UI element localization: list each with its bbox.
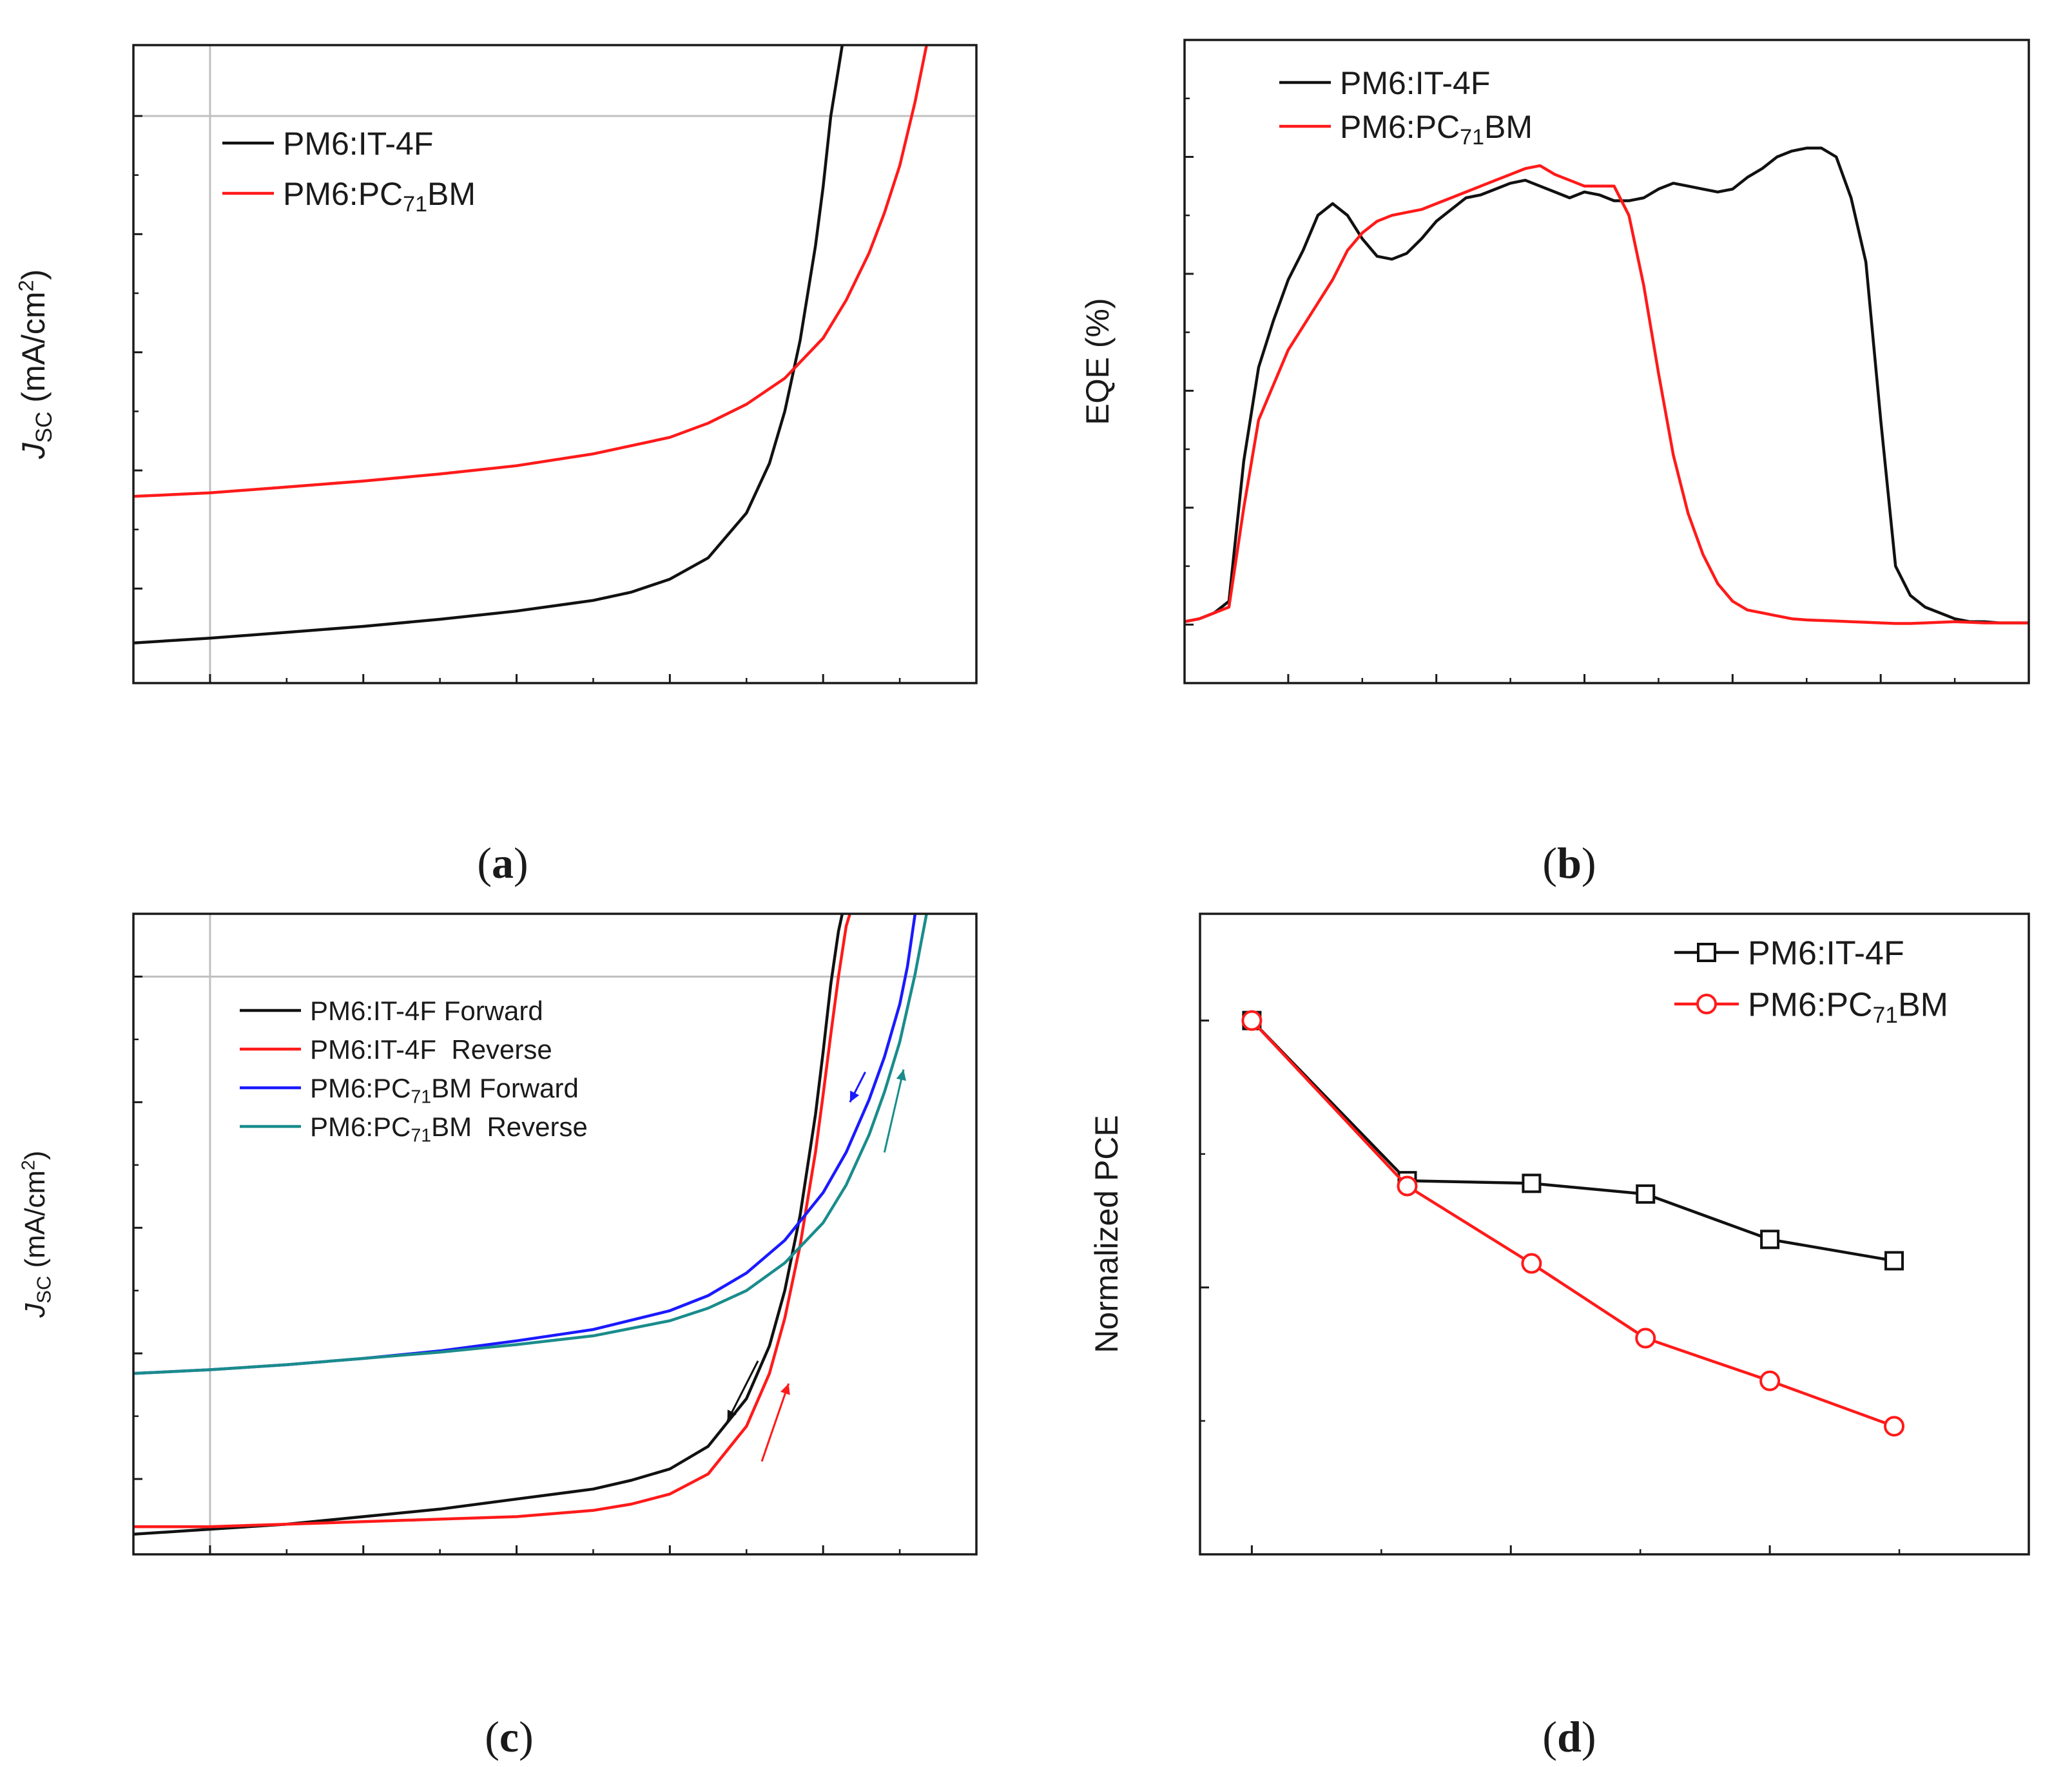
d-legend-label-0: PM6:IT-4F [1748, 935, 1904, 972]
panel-c: JSC (mA/cm2) PM6:IT-4F Forward PM6:IT-4F R… [19, 912, 978, 1556]
c-series-line-2 [133, 914, 917, 1375]
d-plot-frame [1199, 912, 2030, 1556]
d-point [1241, 1010, 1263, 1031]
c-arrow-head-0 [849, 1090, 860, 1103]
b-plot-frame [1183, 39, 2030, 684]
panel-title-c: (c) [485, 1712, 534, 1761]
d-point [1884, 1251, 1904, 1271]
a-series-line-0 [133, 45, 844, 644]
d-point [1759, 1370, 1781, 1391]
panel-title-d: (d) [1542, 1712, 1596, 1761]
c-legend-label-3: PM6:PC71BM Reverse [310, 1112, 588, 1146]
panel-b: EQE (%) PM6:IT-4F PM6:PC71BM [1080, 39, 2030, 684]
b-legend-label-1: PM6:PC71BM [1340, 109, 1533, 150]
a-plot-frame [132, 44, 978, 684]
c-arrow-1 [883, 1069, 905, 1153]
c-legend-label-2: PM6:PC71BM Forward [310, 1073, 579, 1107]
c-legend-label-0: PM6:IT-4F Forward [310, 996, 543, 1026]
d-point [1636, 1184, 1656, 1204]
d-y-axis-label: Normalized PCE [1089, 1115, 1125, 1353]
c-series-line-0 [133, 914, 844, 1536]
d-point [1635, 1328, 1656, 1349]
d-point [1884, 1416, 1905, 1437]
d-point [1522, 1173, 1542, 1193]
d-point [1760, 1230, 1780, 1250]
b-series-line-0 [1185, 146, 2029, 624]
c-arrow-2 [726, 1360, 759, 1422]
panel-title-a: (a) [477, 838, 528, 887]
d-series-line-1 [1250, 1019, 1895, 1428]
a-legend-label-1: PM6:PC71BM [283, 176, 476, 217]
panel-title-b: (b) [1542, 838, 1596, 887]
c-series-line-1 [133, 914, 851, 1529]
panel-d: Normalized PCE PM6:IT-4F PM6:PC71BM [1089, 912, 2030, 1556]
c-arrow-3 [760, 1383, 790, 1462]
b-legend-label-0: PM6:IT-4F [1340, 65, 1490, 101]
panel-a: JSC (mA/cm2) PM6:IT-4F PM6:PC71BM [15, 44, 978, 684]
a-series-line-1 [133, 45, 928, 498]
d-series-line-0 [1250, 1019, 1895, 1262]
c-arrow-head-3 [780, 1383, 790, 1395]
a-legend-label-0: PM6:IT-4F [283, 126, 433, 162]
c-arrow-head-2 [727, 1409, 737, 1422]
c-plot-frame [132, 912, 978, 1556]
c-arrow-head-1 [896, 1069, 907, 1081]
c-y-axis-label: JSC (mA/cm2) [19, 1150, 55, 1318]
c-series-line-3 [133, 914, 928, 1375]
b-series-line-1 [1185, 164, 2029, 625]
c-legend-label-1: PM6:IT-4F Reverse [310, 1034, 552, 1065]
d-legend-marker-0 [1697, 943, 1716, 962]
d-legend-marker-1 [1696, 994, 1717, 1014]
d-point [1397, 1175, 1418, 1197]
d-legend-label-1: PM6:PC71BM [1748, 987, 1948, 1028]
b-y-axis-label: EQE (%) [1080, 298, 1116, 425]
a-y-axis-label: JSC (mA/cm2) [15, 269, 57, 459]
d-point [1521, 1253, 1542, 1274]
